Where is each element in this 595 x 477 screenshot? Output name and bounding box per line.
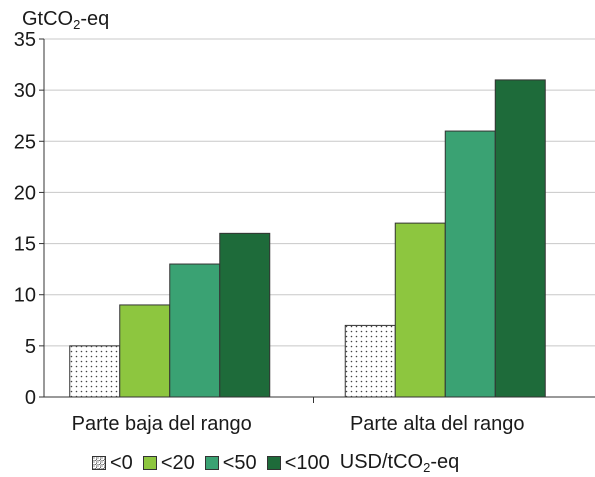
legend-swatch-lt20 <box>142 456 157 470</box>
legend-swatch-lt0 <box>92 456 106 470</box>
legend-unit: USD/tCO2-eq <box>339 451 460 475</box>
bar-1-1 <box>394 222 446 398</box>
y-tick-label: 35 <box>14 29 36 51</box>
legend-label-lt100: <100 <box>284 451 330 474</box>
legend-swatch-lt50 <box>204 456 219 470</box>
legend: <0 <20 <50 <100 USD/tCO2-eq <box>92 451 459 475</box>
y-tick-label: 10 <box>14 285 36 307</box>
y-axis-label: GtCO2-eq <box>22 8 110 32</box>
legend-item-lt0: <0 <box>92 452 133 475</box>
legend-swatch-lt100 <box>266 456 281 470</box>
x-category-label: Parte baja del rango <box>72 413 252 435</box>
legend-label-lt0: <0 <box>110 451 133 474</box>
legend-item-lt100: <100 <box>266 451 330 475</box>
bar-0-2 <box>169 263 221 398</box>
bar-1-0 <box>344 324 396 398</box>
legend-item-lt50: <50 <box>204 451 257 475</box>
bar-1-3 <box>494 79 546 398</box>
legend-label-lt50: <50 <box>222 451 257 474</box>
bar-0-1 <box>119 304 171 398</box>
bar-0-3 <box>219 232 271 398</box>
bar-0-0 <box>69 345 121 398</box>
y-tick-label: 15 <box>14 234 36 256</box>
y-tick-label: 5 <box>25 336 36 358</box>
x-category-label: Parte alta del rango <box>350 413 525 435</box>
legend-label-lt20: <20 <box>160 451 195 474</box>
y-tick-label: 0 <box>25 387 36 409</box>
y-tick-label: 20 <box>14 182 36 204</box>
legend-item-lt20: <20 <box>142 451 195 475</box>
y-tick-label: 25 <box>14 131 36 153</box>
bar-1-2 <box>444 130 496 398</box>
y-tick-label: 30 <box>14 80 36 102</box>
